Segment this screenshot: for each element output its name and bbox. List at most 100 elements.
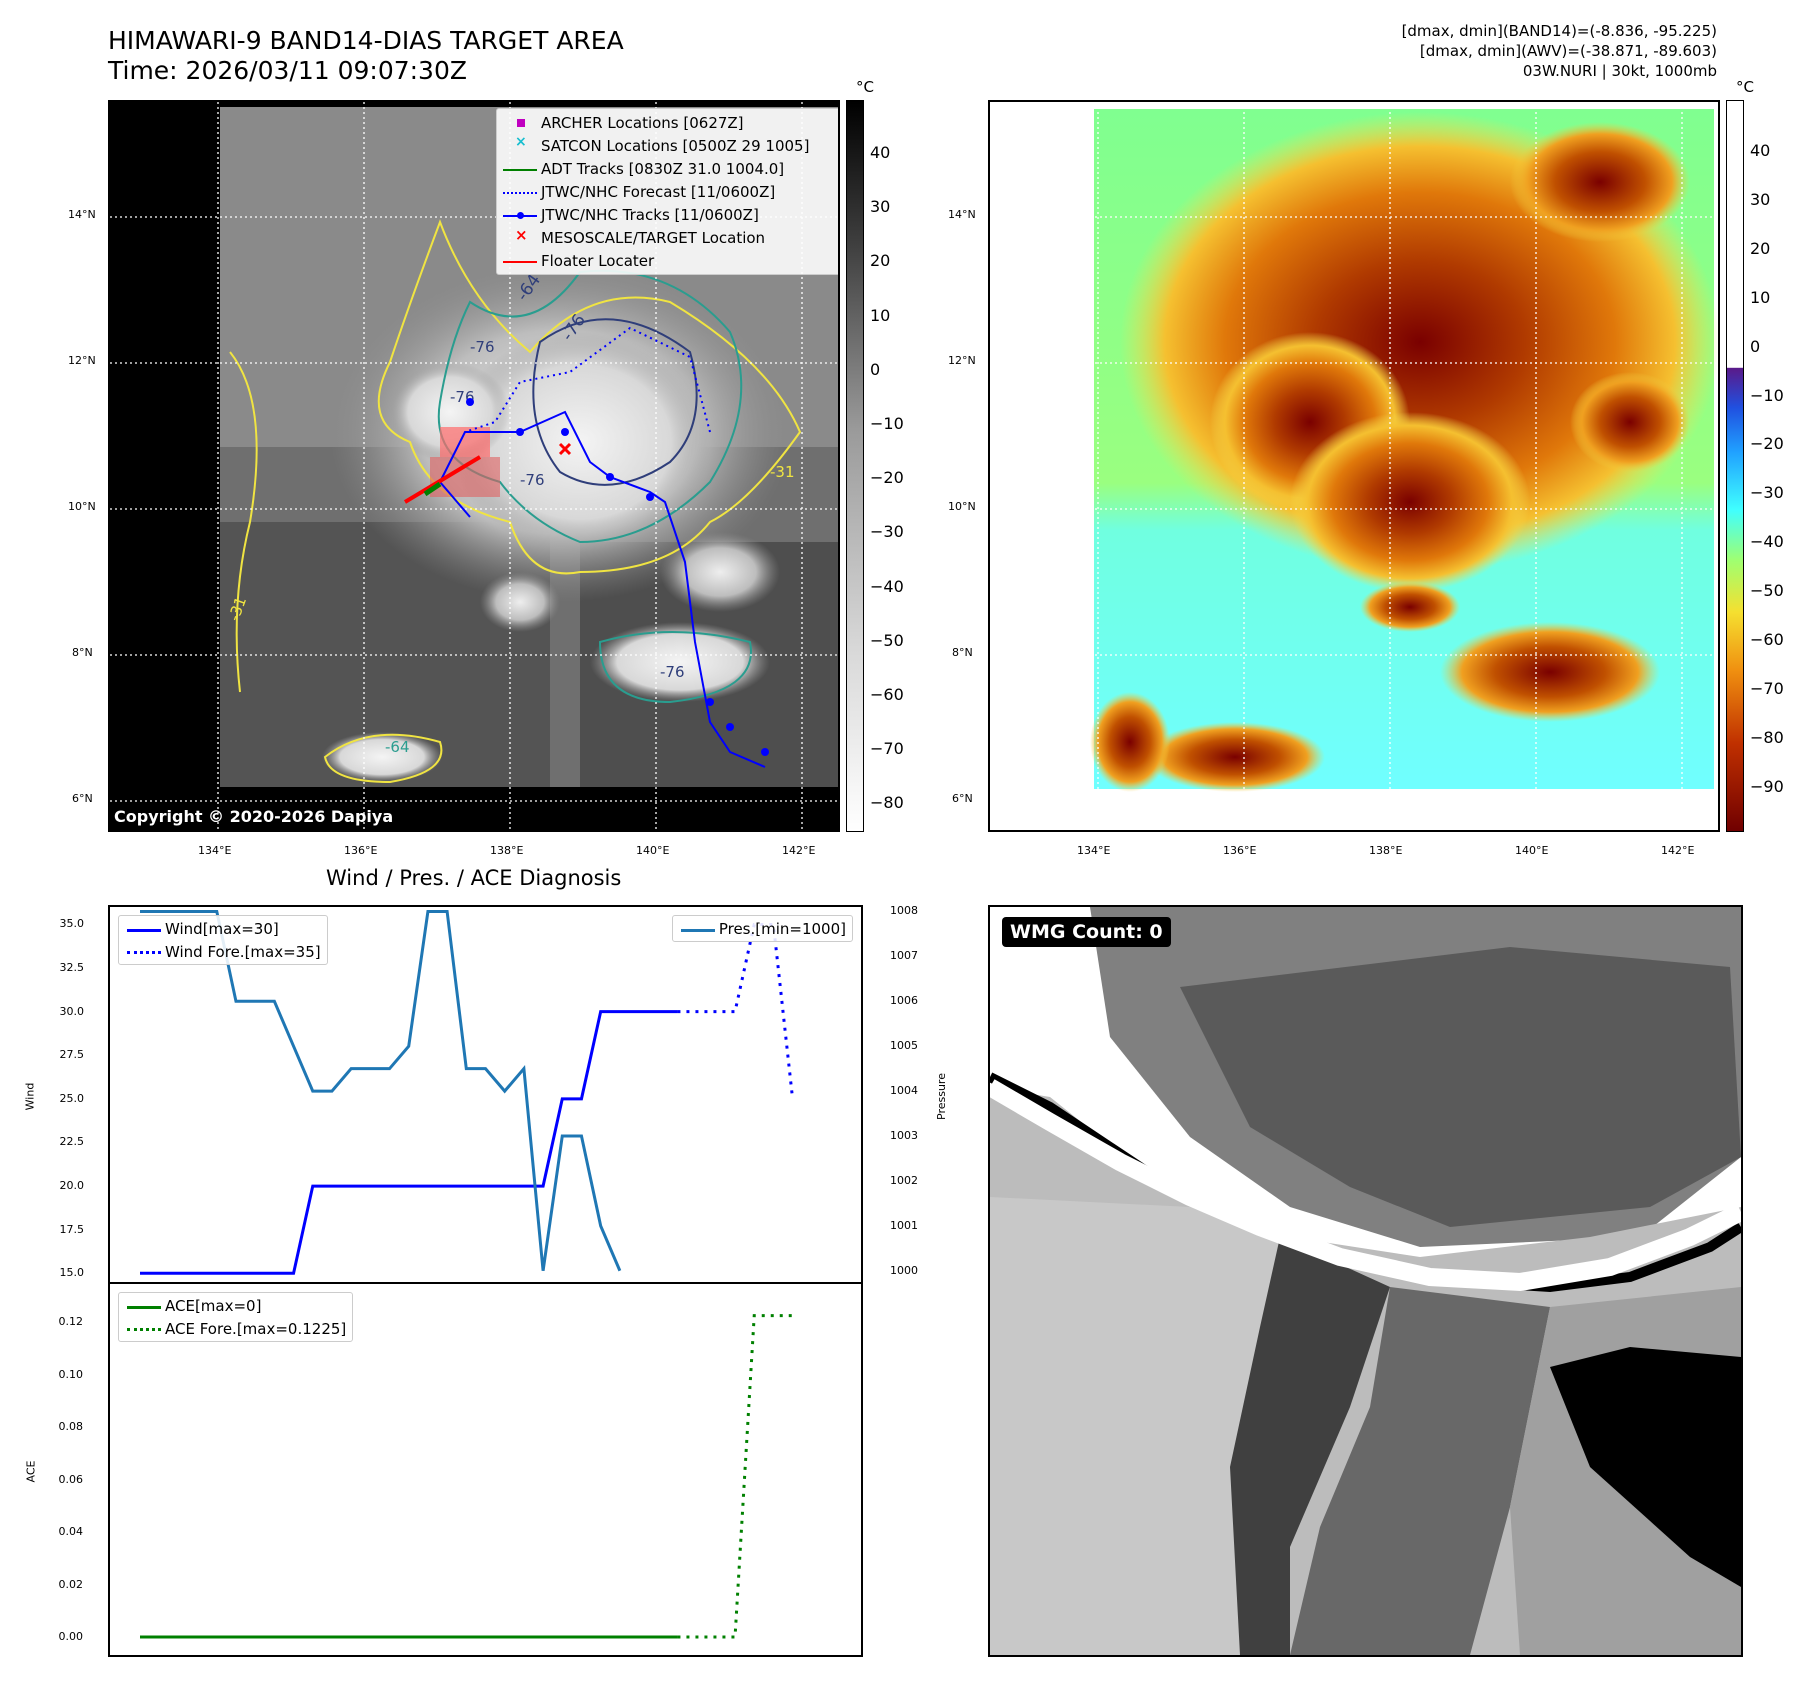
- colorbar-unit: °C: [856, 78, 874, 96]
- colorbar-tick-label: −20: [1750, 434, 1784, 454]
- colorbar-tick-label: 0: [870, 359, 881, 379]
- lat-label: 14°N: [68, 208, 96, 221]
- colorbar-tick-label: −90: [1750, 776, 1784, 796]
- awv-range: [dmax, dmin](AWV)=(-38.871, -89.603): [1419, 42, 1717, 60]
- lat-label: 10°N: [68, 500, 96, 513]
- colorbar-tick-label: 40: [1750, 141, 1771, 160]
- y-tick-label: 22.5: [59, 1135, 85, 1149]
- blue-dotted-line-icon: [501, 182, 541, 202]
- legend-item-jtwc-tracks: JTWC/NHC Tracks [11/0600Z]: [501, 203, 837, 226]
- y-tick-label: 0.10: [58, 1367, 84, 1381]
- y-tick-label: 1008: [890, 904, 918, 918]
- colorbar-tick-label: 20: [870, 251, 891, 271]
- lat-label: 12°N: [68, 354, 96, 367]
- colorbar-tick-label: 10: [1750, 287, 1771, 307]
- colorbar-tick-label: −20: [870, 468, 904, 488]
- diagnosis-title: Wind / Pres. / ACE Diagnosis: [326, 866, 622, 890]
- colorbar-tick-label: −10: [870, 414, 904, 433]
- lon-label: 138°E: [1369, 844, 1403, 857]
- cyan-x-icon: ×: [515, 133, 527, 150]
- colorbar-tick-label: −10: [1750, 385, 1784, 405]
- colorbar-tick-label: −80: [1750, 727, 1784, 747]
- ace-legend: ACE[max=0] ACE Fore.[max=0.1225]: [118, 1292, 354, 1342]
- lon-label: 136°E: [344, 844, 378, 857]
- y-tick-label: 0.02: [58, 1577, 84, 1591]
- colorbar-tick-label: −60: [1750, 630, 1784, 649]
- lon-label: 134°E: [198, 844, 232, 857]
- legend-item-adt: ADT Tracks [0830Z 31.0 1004.0]: [501, 157, 837, 180]
- band14-range: [dmax, dmin](BAND14)=(-8.836, -95.225): [1401, 22, 1717, 40]
- y-tick-label: 15.0: [59, 1266, 85, 1280]
- wind-pressure-chart: Wind[max=30] Wind Fore.[max=35] Pres.[mi…: [108, 905, 863, 1284]
- ace-axis-label: ACE: [24, 1460, 38, 1483]
- colorbar-tick-label: −30: [1750, 483, 1784, 503]
- storm-info: 03W.NURI | 30kt, 1000mb: [1522, 62, 1717, 80]
- lat-label: 14°N: [948, 208, 976, 221]
- colorbar-tick-label: −30: [870, 522, 904, 542]
- steelblue-line-icon: [679, 919, 719, 939]
- colorbar-tick-label: 20: [1750, 238, 1771, 258]
- y-tick-label: 25.0: [59, 1091, 85, 1105]
- ace-forecast-line: [677, 1314, 793, 1639]
- colorbar-tick-label: 30: [870, 197, 891, 217]
- colorbar-unit: °C: [1736, 78, 1754, 96]
- y-tick-label: 1004: [890, 1084, 918, 1098]
- y-tick-label: 0.04: [58, 1525, 84, 1539]
- enhanced-ir-panel: [988, 100, 1720, 832]
- y-tick-label: 17.5: [59, 1222, 85, 1236]
- pressure-axis-label: Pressure: [934, 1073, 948, 1120]
- legend-item-ace: ACE[max=0]: [125, 1294, 346, 1317]
- lat-label: 8°N: [952, 646, 973, 659]
- legend-item-satcon: × SATCON Locations [0500Z 29 1005]: [501, 134, 837, 157]
- blue-line-icon: [125, 919, 165, 939]
- red-x-icon: ×: [515, 225, 528, 244]
- contour-label: -31: [770, 463, 795, 481]
- legend-item-jtwc-forecast: JTWC/NHC Forecast [11/0600Z]: [501, 180, 837, 203]
- figure-title: HIMAWARI-9 BAND14-DIAS TARGET AREA: [108, 26, 624, 55]
- lat-label: 6°N: [72, 792, 93, 805]
- legend-item-wind: Wind[max=30]: [125, 917, 321, 940]
- y-tick-label: 0.06: [58, 1472, 84, 1486]
- y-tick-label: 20.0: [59, 1179, 85, 1193]
- map-legend: ARCHER Locations [0627Z] × SATCON Locati…: [496, 108, 838, 275]
- colorbar-tick-label: −40: [1750, 532, 1784, 552]
- ace-plot: [140, 1314, 793, 1639]
- colorbar-tick-label: −70: [870, 739, 904, 759]
- gray-colorbar: [846, 100, 864, 832]
- contour-label: -76: [520, 471, 545, 489]
- lon-label: 134°E: [1077, 844, 1111, 857]
- blue-dotted-line-icon: [125, 942, 165, 962]
- contour-label: -64: [385, 738, 410, 756]
- color-colorbar: [1726, 100, 1744, 832]
- y-tick-label: 30.0: [59, 1004, 85, 1018]
- ace-chart: ACE[max=0] ACE Fore.[max=0.1225]: [108, 1282, 863, 1657]
- y-tick-label: 32.5: [59, 961, 85, 975]
- wind-line: [140, 1010, 678, 1275]
- y-tick-label: 1000: [890, 1263, 918, 1277]
- wind-legend: Wind[max=30] Wind Fore.[max=35]: [118, 915, 328, 965]
- legend-item-floater: Floater Locater: [501, 249, 837, 272]
- wind-axis-label: Wind: [23, 1082, 37, 1111]
- colorbar-tick-label: 10: [870, 305, 891, 325]
- lat-label: 6°N: [952, 792, 973, 805]
- y-tick-label: 1002: [890, 1173, 918, 1187]
- lon-label: 140°E: [1515, 844, 1549, 857]
- wmg-image: [990, 907, 1741, 1655]
- contour-label: -76: [470, 338, 495, 356]
- y-tick-label: 0.08: [58, 1420, 84, 1434]
- y-tick-label: 1005: [890, 1039, 918, 1053]
- legend-item-ace-forecast: ACE Fore.[max=0.1225]: [125, 1317, 346, 1340]
- blue-line-dot-icon: [501, 205, 541, 225]
- copyright-notice: Copyright © 2020-2026 Dapiya: [114, 807, 394, 826]
- y-tick-label: 0.00: [58, 1630, 84, 1643]
- wmg-panel: WMG Count: 0: [988, 905, 1743, 1657]
- colorbar-tick-label: 0: [1750, 336, 1761, 356]
- colorbar-tick-label: 30: [1750, 189, 1771, 209]
- figure-time: Time: 2026/03/11 09:07:30Z: [108, 56, 467, 85]
- legend-item-target: × MESOSCALE/TARGET Location: [501, 226, 837, 249]
- legend-item-pressure: Pres.[min=1000]: [679, 917, 846, 940]
- colorbar-tick-label: −50: [870, 630, 904, 650]
- green-line-icon: [125, 1296, 165, 1316]
- legend-item-archer: ARCHER Locations [0627Z]: [501, 111, 837, 134]
- colorbar-tick-label: −80: [870, 793, 904, 813]
